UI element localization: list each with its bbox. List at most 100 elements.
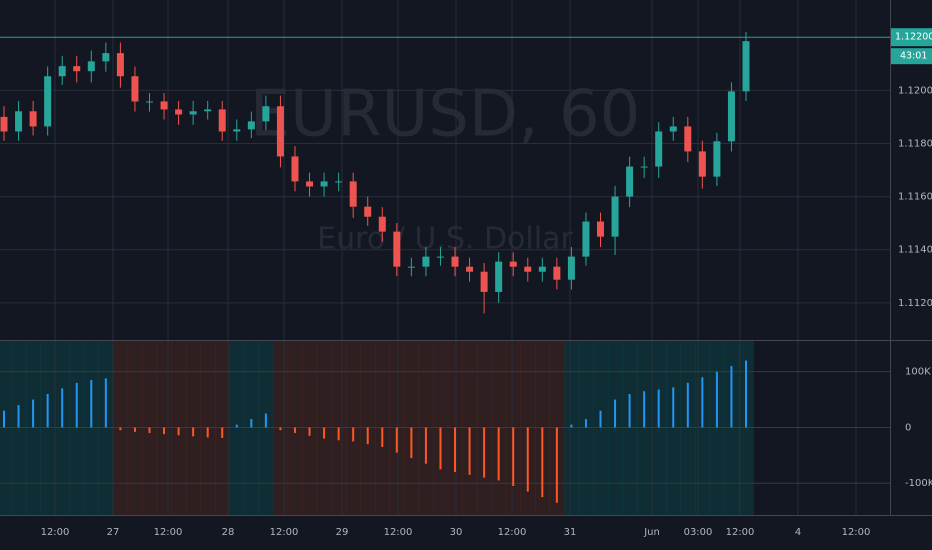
- indicator-background: [665, 341, 682, 515]
- candle-body: [727, 91, 735, 142]
- candle-body: [611, 196, 619, 237]
- candle-body: [320, 181, 328, 187]
- indicator-bar: [177, 427, 180, 436]
- indicator-background: [69, 341, 85, 515]
- indicator-bar: [672, 387, 675, 428]
- candle-body: [0, 116, 8, 132]
- indicator-bar: [192, 427, 195, 437]
- candle-body: [218, 109, 226, 132]
- indicator-background: [622, 341, 638, 515]
- indicator-bar: [133, 427, 136, 432]
- candle-body: [582, 221, 590, 257]
- candle-body: [116, 53, 124, 77]
- indicator-bar: [541, 427, 544, 498]
- x-tick-label: 28: [222, 527, 235, 538]
- candle-body: [73, 66, 81, 72]
- indicator-bar: [235, 424, 238, 428]
- candle-body: [742, 41, 750, 92]
- indicator-bar: [715, 371, 718, 428]
- candle-body: [189, 111, 197, 115]
- indicator-background: [578, 341, 594, 515]
- candle-body: [44, 76, 52, 127]
- indicator-bar: [104, 378, 107, 428]
- x-tick-label: 12:00: [498, 527, 527, 538]
- indicator-bar: [439, 427, 442, 470]
- indicator-bar: [701, 377, 704, 428]
- x-tick-label: 12:00: [726, 527, 755, 538]
- y-tick-label: 1.11800: [898, 138, 932, 149]
- indicator-bar: [599, 410, 602, 428]
- candle-body: [349, 181, 357, 207]
- indicator-bar: [454, 427, 457, 473]
- indicator-bar: [61, 388, 64, 428]
- indicator-bar: [570, 424, 573, 428]
- indicator-bar: [308, 427, 311, 436]
- indicator-bar: [468, 427, 471, 475]
- candle-body: [466, 266, 474, 272]
- indicator-background: [695, 341, 711, 515]
- candle-body: [597, 221, 605, 237]
- x-tick-label: 27: [107, 527, 120, 538]
- x-tick-label: 12:00: [384, 527, 413, 538]
- candle-body: [393, 231, 401, 267]
- indicator-bar: [526, 427, 529, 492]
- indicator-bar: [90, 380, 93, 428]
- candle-body: [626, 166, 634, 197]
- watermark-subtitle: Euro / U.S. Dollar: [317, 222, 573, 257]
- candle-body: [567, 256, 575, 280]
- price-tag: [891, 28, 932, 47]
- x-tick-label: 12:00: [270, 527, 299, 538]
- indicator-background: [607, 341, 623, 515]
- indicator-background: [724, 341, 740, 515]
- indicator-bar: [293, 427, 296, 434]
- indicator-bar: [395, 427, 398, 453]
- indicator-bar: [410, 427, 413, 459]
- indicator-background: [40, 341, 56, 515]
- indicator-bar: [323, 427, 326, 439]
- candle-body: [276, 106, 284, 157]
- x-tick-label: 03:00: [684, 527, 713, 538]
- indicator-tick-label: -100K: [905, 478, 932, 489]
- candle-body: [640, 166, 648, 168]
- candle-body: [524, 266, 532, 272]
- indicator-bar: [337, 427, 340, 441]
- indicator-background: [229, 341, 245, 515]
- indicator-background: [636, 341, 652, 515]
- indicator-bar: [75, 382, 78, 428]
- indicator-bar: [279, 427, 282, 431]
- indicator-bar: [512, 427, 515, 486]
- indicator-bar: [483, 427, 486, 478]
- indicator-background: [709, 341, 725, 515]
- candle-body: [713, 141, 721, 177]
- indicator-bar: [555, 427, 558, 503]
- indicator-bar: [352, 427, 355, 442]
- indicator-tick-label: 100K: [905, 367, 931, 378]
- candle-body: [204, 109, 212, 112]
- indicator-background: [651, 341, 667, 515]
- indicator-background: [84, 341, 100, 515]
- countdown-tag: [891, 48, 932, 65]
- indicator-bar: [745, 360, 747, 428]
- indicator-bar: [584, 419, 587, 428]
- x-tick-label: 12:00: [41, 527, 70, 538]
- indicator-bar: [381, 427, 384, 447]
- candle-body: [684, 126, 692, 152]
- indicator-tick-label: 0: [905, 422, 911, 433]
- indicator-bar: [264, 413, 267, 428]
- indicator-bar: [497, 427, 500, 481]
- x-tick-label: 31: [564, 527, 577, 538]
- price-tag-label: 1.12200: [895, 32, 932, 43]
- y-tick-label: 1.11600: [898, 192, 932, 203]
- candle-body: [509, 261, 517, 267]
- candle-body: [262, 106, 270, 122]
- indicator-bar: [17, 405, 20, 428]
- candle-body: [495, 261, 503, 292]
- candle-body: [160, 101, 168, 110]
- indicator-bar: [206, 427, 209, 438]
- indicator-background: [564, 341, 580, 515]
- candle-body: [131, 76, 139, 102]
- candle-body: [247, 121, 255, 130]
- candle-body: [655, 131, 663, 167]
- candle-body: [58, 66, 66, 77]
